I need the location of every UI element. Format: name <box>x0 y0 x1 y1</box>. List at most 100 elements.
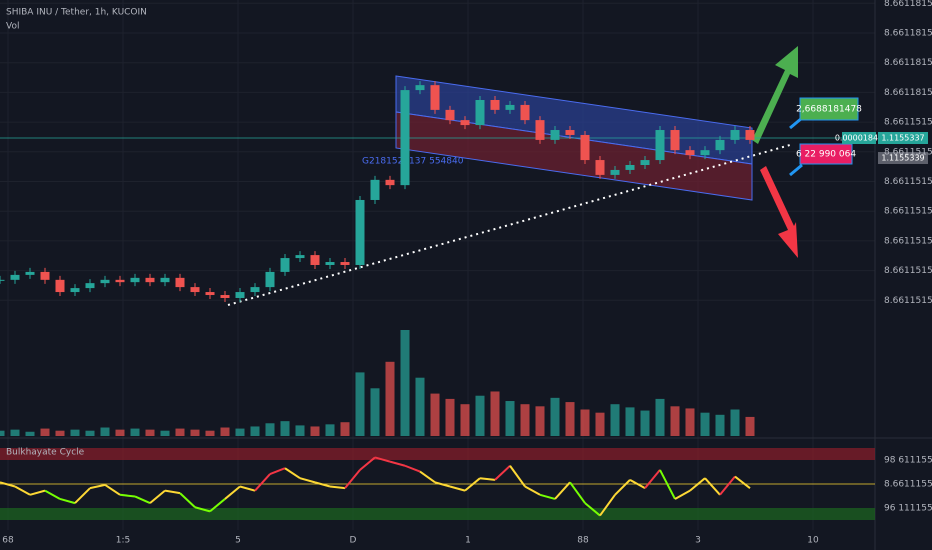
candle <box>190 287 200 293</box>
indicator-segment <box>254 473 271 492</box>
annotation: G2181528137 554840 <box>362 157 464 167</box>
volume-bar <box>475 395 485 436</box>
indicator-segment <box>479 477 496 481</box>
indicator-segment <box>344 469 361 489</box>
candle <box>100 279 110 284</box>
volume-bar <box>145 429 155 436</box>
y-tick-label: 8.66118155 <box>884 29 932 39</box>
callout-box <box>799 143 853 165</box>
x-tick-label: 3 <box>695 536 701 546</box>
candle <box>595 160 605 175</box>
volume-bar <box>265 423 275 436</box>
candle <box>205 292 215 296</box>
indicator-segment <box>599 494 616 517</box>
candle <box>685 150 695 156</box>
channel-lower <box>395 111 753 201</box>
indicator-tick: 8.6611155 <box>884 480 932 490</box>
volume-bar <box>670 406 680 436</box>
y-tick-label: 8.66118155 <box>884 88 932 98</box>
volume-bar <box>190 429 200 436</box>
volume-bar <box>715 414 725 436</box>
volume-bar <box>490 391 500 436</box>
candle <box>55 279 65 293</box>
candle <box>235 292 245 298</box>
indicator-segment <box>89 483 106 490</box>
indicator-segment <box>104 484 121 496</box>
indicator-segment <box>374 456 391 463</box>
volume-bar <box>130 428 140 436</box>
volume-bar <box>400 330 410 436</box>
candle <box>730 130 740 140</box>
candle <box>655 130 665 161</box>
volume-bar <box>700 412 710 436</box>
callout-box <box>799 97 859 121</box>
y-tick-label: 8.66115155 <box>884 177 932 187</box>
y-tick-label: 8.66115155 <box>884 236 932 246</box>
indicator-title: Bulkhayate Cycle <box>6 448 85 458</box>
candle <box>295 255 305 259</box>
volume-bar <box>415 377 425 436</box>
indicator-segment <box>164 489 181 495</box>
overbought-band <box>0 448 875 460</box>
volume-bar <box>730 409 740 436</box>
y-tick-label: 8.66115155 <box>884 207 932 217</box>
candle <box>490 99 500 110</box>
x-tick-label: 68 <box>2 536 14 546</box>
y-tick-label: 8.66118155 <box>884 58 932 68</box>
indicator-segment <box>539 493 556 500</box>
x-tick-label: D <box>350 536 357 546</box>
volume-bar <box>610 404 620 436</box>
indicator-tick: 96 1111555 <box>884 504 932 514</box>
y-tick-label: 8.66115155 <box>884 147 932 157</box>
candle <box>445 109 455 121</box>
candle <box>115 279 125 283</box>
candle <box>520 104 530 121</box>
candle <box>715 139 725 151</box>
candle <box>25 271 35 275</box>
volume-bar <box>385 361 395 436</box>
indicator-segment <box>239 485 256 492</box>
candle <box>670 130 680 151</box>
volume-bar <box>280 421 290 436</box>
indicator-segment <box>419 470 436 484</box>
callout-line <box>789 163 803 177</box>
candle <box>640 160 650 165</box>
volume-bar <box>370 388 380 436</box>
indicator-segment <box>659 469 676 500</box>
indicator-segment <box>734 475 751 489</box>
candle <box>475 99 485 126</box>
volume-bar <box>0 430 5 436</box>
volume-bar <box>505 401 515 436</box>
candle <box>325 262 335 265</box>
indicator-segment <box>299 477 316 484</box>
indicator-segment <box>0 481 16 488</box>
candle <box>430 85 440 110</box>
volume-bar <box>25 431 35 436</box>
indicator-segment <box>404 464 421 473</box>
y-tick-label: 8.66115155 <box>884 266 932 276</box>
candle <box>385 179 395 186</box>
volume-bar <box>55 430 65 436</box>
candle <box>625 165 635 170</box>
volume-bar <box>625 407 635 436</box>
candle <box>130 277 140 283</box>
candle <box>610 169 620 175</box>
indicator-segment <box>689 477 706 492</box>
indicator-segment <box>284 467 301 480</box>
indicator-segment <box>629 478 646 490</box>
volume-bar <box>595 412 605 436</box>
x-tick-label: 5 <box>235 536 241 546</box>
volume-bar <box>235 428 245 436</box>
indicator-segment <box>644 469 661 489</box>
trend-line <box>227 144 791 306</box>
volume-bar <box>580 409 590 436</box>
volume-bar <box>520 404 530 436</box>
indicator-tick: 98 6111555 <box>884 456 932 466</box>
volume-bar <box>550 397 560 436</box>
indicator-segment <box>509 465 526 488</box>
volume-bar <box>745 416 755 436</box>
annotation: 1.1155339 <box>881 154 924 163</box>
indicator-segment <box>494 465 511 481</box>
candle <box>505 104 515 110</box>
